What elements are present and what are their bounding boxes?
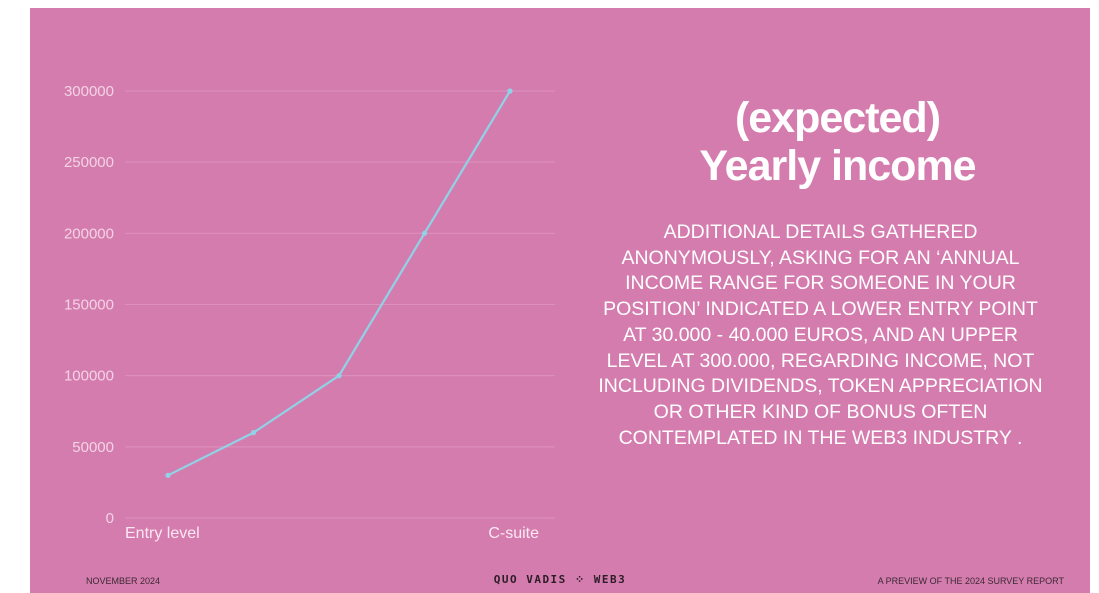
series-line xyxy=(167,90,511,477)
x-tick-label: C-suite xyxy=(488,525,539,542)
headline-line-1: (expected) xyxy=(734,94,941,142)
footer-date: NOVEMBER 2024 xyxy=(86,576,161,586)
headline: (expected) Yearly income xyxy=(585,94,1090,190)
brand-mark-icon: ⁘ xyxy=(574,573,586,586)
body-line: OR OTHER KIND OF BONUS OFTEN xyxy=(653,400,988,423)
body-line: LEVEL AT 300.000, REGARDING INCOME, NOT xyxy=(606,349,1035,372)
y-tick-label: 0 xyxy=(106,510,114,527)
brand-text-left: QUO VADIS xyxy=(493,573,567,586)
footer-report-note: A PREVIEW OF THE 2024 SURVEY REPORT xyxy=(877,576,1064,586)
y-tick-label: 150000 xyxy=(64,297,114,314)
data-point xyxy=(250,430,257,436)
body-text: ADDITIONAL DETAILS GATHERED ANONYMOUSLY,… xyxy=(548,220,1093,451)
body-line: INCOME RANGE FOR SOMEONE IN YOUR xyxy=(625,272,1016,295)
y-tick-label: 250000 xyxy=(64,154,114,171)
body-line: ANONYMOUSLY, ASKING FOR AN ‘ANNUAL xyxy=(621,246,1020,269)
headline-line-2: Yearly income xyxy=(699,142,976,190)
body-line: INCLUDING DIVIDENDS, TOKEN APPRECIATION xyxy=(598,375,1043,398)
line-chart: 0 50000 100000 150000 200000 250000 300000 Entr… xyxy=(64,83,555,542)
y-tick-label: 300000 xyxy=(64,83,114,100)
body-line: CONTEMPLATED IN THE WEB3 INDUSTRY . xyxy=(618,426,1023,449)
data-point xyxy=(421,230,428,236)
y-tick-label: 200000 xyxy=(64,225,114,242)
data-point xyxy=(507,88,513,94)
x-tick-label: Entry level xyxy=(125,525,200,542)
data-point xyxy=(336,373,342,379)
brand-text-right: WEB3 xyxy=(593,573,627,586)
body-line: POSITION’ INDICATED A LOWER ENTRY POINT xyxy=(603,298,1038,321)
body-line: ADDITIONAL DETAILS GATHERED xyxy=(663,221,978,243)
slide: 0 50000 100000 150000 200000 250000 300000 Entr… xyxy=(30,8,1090,593)
y-tick-label: 100000 xyxy=(64,368,114,385)
brand-logo: QUO VADIS ⁘ WEB3 xyxy=(30,573,1090,586)
body-line: AT 30.000 - 40.000 EUROS, AND AN UPPER xyxy=(623,323,1018,346)
data-point xyxy=(165,472,171,478)
y-tick-label: 50000 xyxy=(72,439,114,456)
